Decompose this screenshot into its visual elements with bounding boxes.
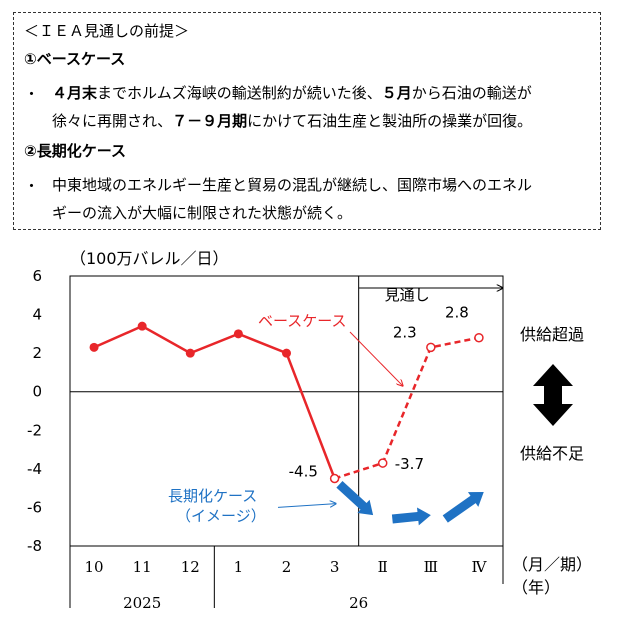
text-part: までホルムズ海峡の輸送制約が続いた後、 — [97, 84, 382, 102]
data-labels: -4.5 -3.7 2.3 2.8 — [289, 304, 469, 481]
data-label: -3.7 — [395, 455, 424, 473]
data-label: 2.8 — [445, 304, 469, 322]
long-case-label: 長期化ケース — [168, 487, 257, 505]
base-case-heading: ①ベースケース — [24, 50, 126, 68]
x-tick-label: 12 — [181, 558, 200, 576]
assumption-box: ＜ＩＥＡ見通しの前提＞ ①ベースケース ・ ４月末までホルムズ海峡の輸送制約が続… — [13, 12, 601, 230]
y-tick-label: -8 — [27, 537, 42, 555]
long-case-text-1: 中東地域のエネルギー生産と貿易の混乱が継続し、国際市場へのエネル — [52, 176, 533, 194]
text-part: ４月末 — [52, 84, 98, 102]
data-point — [233, 329, 243, 339]
y-tick-label: -2 — [27, 421, 42, 439]
y-tick-label: 0 — [32, 383, 42, 401]
text-part: ５月 — [381, 84, 412, 102]
x-axis-label-year: （年） — [512, 578, 560, 597]
bullet: ・ — [24, 177, 40, 195]
plot-border — [69, 275, 504, 547]
text-part: から石油の輸送が — [411, 84, 532, 102]
y-tick-label: -6 — [27, 498, 42, 516]
y-tick-label: 2 — [32, 344, 42, 362]
x-tick-label: 11 — [133, 558, 152, 576]
data-point — [282, 348, 291, 358]
long-case-sublabel: （イメージ） — [176, 507, 266, 525]
bullet: ・ — [24, 85, 40, 103]
y-axis-label: （100万バレル／日） — [70, 249, 229, 268]
undersupply-label: 供給不足 — [520, 444, 584, 463]
x-axis-label-period: （月／期） — [512, 555, 592, 574]
base-case-pointer — [349, 331, 403, 386]
long-case-pointer — [277, 504, 336, 508]
data-point — [89, 342, 99, 352]
text-part: 徐々に再開され、 — [52, 112, 173, 130]
long-case-text-2: ギーの流入が大幅に制限された状態が続く。 — [52, 204, 353, 222]
x-tick-label: Ⅱ — [378, 558, 388, 576]
oversupply-label: 供給超過 — [520, 325, 584, 344]
x-tick-label: 3 — [330, 558, 340, 576]
y-ticks: 6 4 2 0 -2 -4 -6 -8 — [27, 267, 42, 555]
text-part: ７－９月期 — [172, 112, 248, 130]
data-label: 2.3 — [393, 323, 417, 341]
base-case-text-2: 徐々に再開され、７－９月期にかけて石油生産と製油所の操業が回復。 — [52, 111, 532, 131]
data-point-forecast — [426, 342, 436, 353]
data-point-forecast — [329, 473, 340, 484]
base-case-actual-line — [93, 324, 336, 479]
text-part: にかけて石油生産と製油所の操業が回復。 — [247, 112, 533, 130]
forecast-label: 見通し — [385, 286, 430, 304]
long-case-arrow — [442, 492, 484, 523]
double-arrow-icon — [533, 364, 573, 426]
long-case-arrow — [336, 480, 374, 516]
base-case-forecast-line — [334, 336, 480, 480]
x-tick-label: 1 — [234, 558, 244, 576]
x-tick-label: Ⅳ — [471, 558, 487, 576]
data-label: -4.5 — [289, 463, 318, 481]
note-title: ＜ＩＥＡ見通しの前提＞ — [24, 22, 190, 40]
base-case-text-1: ４月末までホルムズ海峡の輸送制約が続いた後、５月から石油の輸送が — [52, 83, 532, 103]
long-case-arrow — [391, 507, 431, 526]
data-point-forecast — [377, 458, 388, 468]
data-point — [185, 348, 195, 358]
y-tick-label: 4 — [32, 306, 42, 324]
data-point — [137, 321, 147, 331]
y-tick-label: 6 — [32, 267, 42, 285]
x-tick-label: Ⅲ — [424, 558, 438, 576]
x-tick-label: 2 — [282, 558, 292, 576]
long-case-heading: ②長期化ケース — [24, 142, 126, 160]
long-case-series — [336, 480, 484, 526]
y-tick-label: -4 — [27, 460, 42, 478]
data-point-forecast — [474, 332, 484, 343]
year-label-26: 26 — [349, 594, 368, 612]
base-case-series — [89, 321, 484, 484]
base-case-label: ベースケース — [258, 312, 347, 330]
x-tick-label: 10 — [85, 558, 104, 576]
year-label-2025: 2025 — [123, 594, 161, 612]
